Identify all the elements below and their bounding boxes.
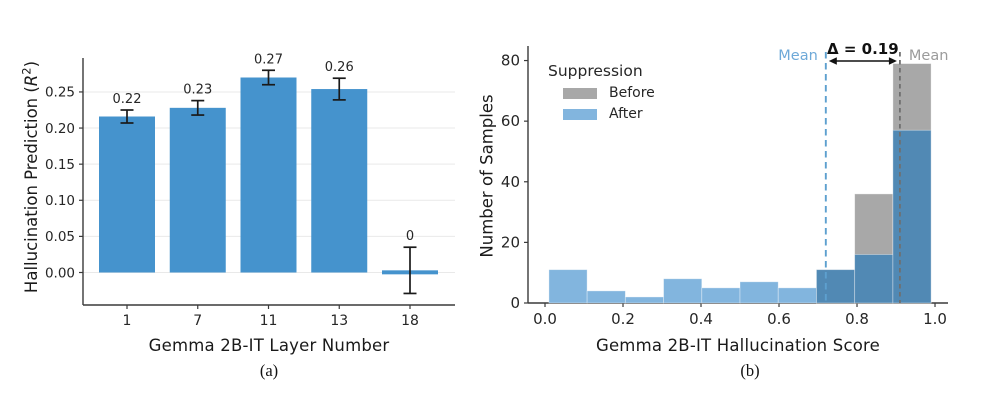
x-tick-label: 1.0: [923, 310, 947, 328]
x-tick-label: 13: [330, 313, 348, 329]
legend-title: Suppression: [548, 62, 643, 80]
x-tick-label: 0.0: [533, 310, 557, 328]
y-tick-label: 80: [501, 52, 520, 70]
bar: [99, 116, 155, 273]
panel-a-error-bars: [120, 69, 417, 295]
y-tick-label: 0.10: [45, 193, 75, 209]
x-tick-label: 1: [123, 313, 132, 329]
panel-a: 0.00 0.05 0.10 0.15 0.20 0.25 1 0.22 7 0.23 11 0.27…: [45, 52, 455, 329]
delta-label: Δ = 0.19: [827, 40, 899, 58]
x-tick-label: 0.2: [611, 310, 635, 328]
x-tick-label: 11: [260, 313, 278, 329]
ylabel-suffix: ): [21, 60, 41, 68]
bar-value-label: 0.23: [183, 83, 212, 98]
x-tick-label: 0.4: [689, 310, 713, 328]
delta-arrowhead-right: [888, 57, 897, 65]
panel-a-x-axis-label: Gemma 2B-IT Layer Number: [148, 336, 390, 355]
bar-value-label: 0.22: [113, 92, 142, 107]
mean-label-before: Mean: [909, 48, 949, 64]
legend-label-before: Before: [609, 85, 655, 101]
y-tick-label: 0.05: [45, 229, 75, 245]
y-tick-label: 0.00: [45, 265, 75, 281]
after-swatch-icon: [563, 108, 597, 120]
bar-value-label: 0: [406, 229, 414, 244]
panel-b-y-axis-label: Number of Samples: [477, 94, 497, 258]
bar-value-label: 0.27: [254, 52, 283, 67]
bar: [240, 77, 297, 273]
after-bar: [586, 290, 626, 304]
after-bar: [624, 296, 664, 304]
y-tick-label: 40: [501, 173, 520, 191]
legend-row-after: After: [563, 106, 655, 122]
x-tick-label: 0.6: [767, 310, 791, 328]
x-tick-label: 7: [193, 313, 202, 329]
after-bar: [548, 269, 588, 304]
after-bar: [739, 281, 779, 304]
y-tick-label: 60: [501, 112, 520, 130]
x-tick-label: 0.8: [845, 310, 869, 328]
after-bar: [892, 129, 932, 304]
caption-b: (b): [740, 361, 760, 380]
panel-a-bars: [99, 77, 438, 275]
after-bar: [777, 287, 817, 304]
histogram-legend: Suppression Before After: [548, 62, 655, 122]
y-tick-label: 20: [501, 233, 520, 251]
y-tick-label: 0.25: [45, 85, 75, 101]
ylabel-math-symbol: R: [21, 74, 41, 87]
after-bar: [663, 278, 703, 304]
bar-value-label: 0.26: [325, 60, 354, 75]
after-bar: [816, 269, 856, 304]
y-tick-label: 0.15: [45, 157, 75, 173]
caption-a: (a): [259, 361, 279, 380]
before-swatch-icon: [563, 87, 597, 99]
bar: [169, 107, 226, 273]
delta-arrowhead-left: [828, 57, 837, 65]
legend-label-after: After: [609, 106, 643, 122]
mean-label-after: Mean: [778, 48, 818, 64]
y-tick-label: 0.20: [45, 121, 75, 137]
panel-b: 0 20 40 60 80 0.0 0.2 0.4 0.6 0.8 1.0 Mean Mean Δ = 0…: [501, 40, 949, 328]
ylabel-superscript: 2: [19, 67, 34, 75]
ylabel-prefix: Hallucination Prediction (: [21, 86, 41, 294]
panel-b-x-axis-label: Gemma 2B-IT Hallucination Score: [595, 336, 881, 355]
y-tick-label: 0: [510, 294, 520, 312]
after-bar: [854, 254, 894, 304]
legend-row-before: Before: [563, 85, 655, 101]
panel-a-y-axis-label: Hallucination Prediction (R2): [19, 61, 41, 293]
bar: [311, 89, 368, 273]
after-bar: [701, 287, 741, 304]
x-tick-label: 18: [401, 313, 419, 329]
